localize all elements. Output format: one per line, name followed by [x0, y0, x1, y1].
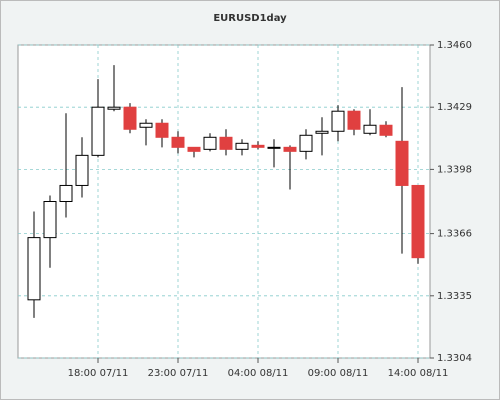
candle-body [331, 110, 345, 132]
candle-body [267, 146, 281, 149]
candle-body [91, 106, 105, 156]
candle-body [187, 146, 201, 152]
candle-body [123, 106, 137, 130]
y-tick-label: 1.3304 [437, 353, 472, 364]
candle-body [299, 134, 313, 152]
y-tick-label: 1.3335 [437, 291, 472, 302]
candle-body [27, 237, 41, 301]
candle-body [75, 154, 89, 186]
x-tick-label: 09:00 08/11 [308, 368, 369, 379]
candle-body [43, 201, 57, 239]
candle-body [155, 122, 169, 138]
candle-body [203, 136, 217, 150]
candle-body [315, 130, 329, 134]
candle-body [235, 142, 249, 150]
candle-body [139, 122, 153, 128]
x-tick-label: 14:00 08/11 [388, 368, 449, 379]
y-tick-label: 1.3398 [437, 164, 472, 175]
candle-body [411, 184, 425, 259]
candle-body [171, 136, 185, 148]
candle-body [59, 184, 73, 202]
candle-body [379, 124, 393, 136]
x-tick-label: 04:00 08/11 [228, 368, 289, 379]
chart-title: EURUSD1day [213, 13, 287, 24]
plot-area [17, 44, 431, 359]
candle-body [395, 140, 409, 186]
candle-body [283, 146, 297, 152]
candle-body [107, 106, 121, 110]
candle-body [251, 144, 265, 148]
candle-body [347, 110, 361, 130]
y-tick-label: 1.3366 [437, 229, 472, 240]
x-tick-label: 23:00 07/11 [148, 368, 209, 379]
y-tick-label: 1.3429 [437, 102, 472, 113]
candle-body [363, 124, 377, 134]
x-tick-label: 18:00 07/11 [68, 368, 129, 379]
y-tick-label: 1.3460 [437, 40, 472, 51]
candle-body [219, 136, 233, 150]
